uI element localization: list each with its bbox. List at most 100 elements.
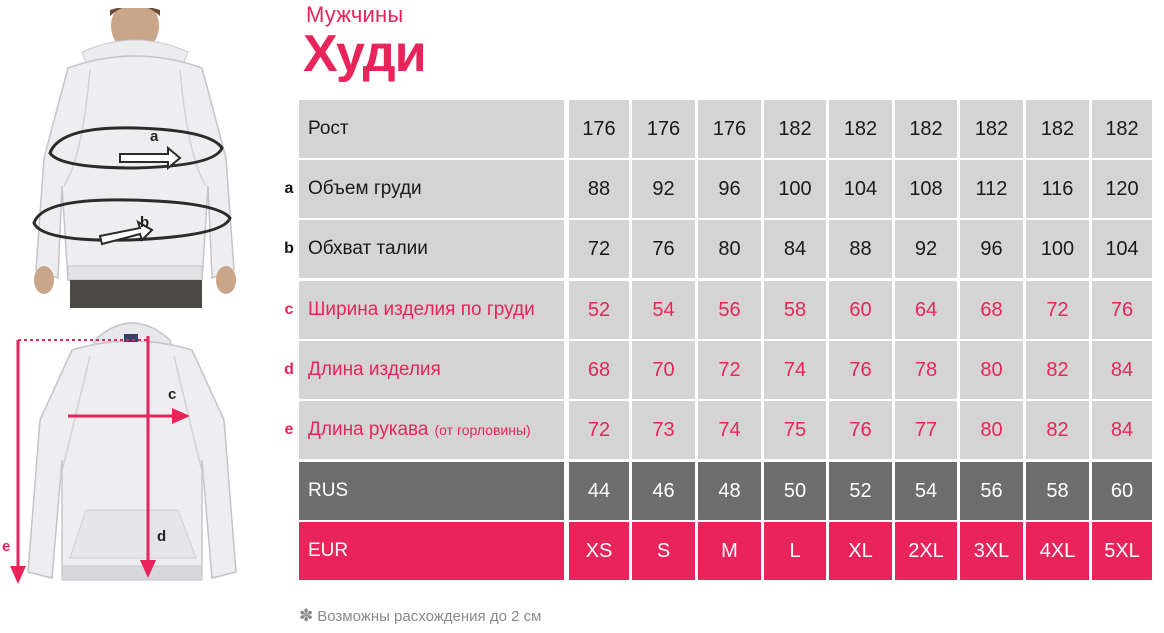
table-cell: 2XL [895, 522, 957, 580]
table-cell: 73 [632, 401, 695, 459]
table-cell: 104 [1092, 220, 1152, 278]
table-cell: 176 [698, 100, 761, 158]
table-cell: 88 [569, 160, 629, 218]
table-cell: XL [829, 522, 892, 580]
row-label-cell: RUS [299, 462, 564, 520]
row-marker-letter: c [284, 301, 294, 318]
table-cell: 96 [698, 160, 761, 218]
table-cell: 76 [829, 341, 892, 399]
table-cell: 50 [764, 462, 826, 520]
table-cell: 68 [569, 341, 629, 399]
row-label: Длина изделия [308, 359, 441, 380]
row-label: Обхват талии [308, 238, 428, 259]
table-cell: 80 [698, 220, 761, 278]
table-cell: 3XL [960, 522, 1023, 580]
table-cell: S [632, 522, 695, 580]
row-label-note: (от горловины) [434, 422, 531, 438]
table-cell: 84 [764, 220, 826, 278]
table-cell: 80 [960, 401, 1023, 459]
table-cell: 60 [829, 281, 892, 339]
table-cell: 176 [569, 100, 629, 158]
table-cell: 4XL [1026, 522, 1089, 580]
table-cell: 182 [1092, 100, 1152, 158]
row-label-cell: Рост [299, 100, 564, 158]
table-cell: 104 [829, 160, 892, 218]
table-cell: 182 [829, 100, 892, 158]
row-label-cell: Длина рукава (от горловины) [299, 401, 564, 459]
table-cell: 75 [764, 401, 826, 459]
row-label-cell: Объем груди [299, 160, 564, 218]
table-cell: 182 [764, 100, 826, 158]
table-cell: 64 [895, 281, 957, 339]
table-cell: 70 [632, 341, 695, 399]
table-cell: 58 [764, 281, 826, 339]
table-cell: XS [569, 522, 629, 580]
table-cell: 52 [829, 462, 892, 520]
sleeve-measure-label: e [2, 538, 11, 555]
row-label: EUR [308, 540, 349, 561]
page-subtitle: Мужчины [306, 2, 404, 27]
row-label: RUS [308, 480, 349, 501]
model-hoodie-image [32, 0, 236, 308]
footnote-text: Возможны расхождения до 2 см [317, 608, 542, 625]
table-cell: 112 [960, 160, 1023, 218]
table-cell: 72 [569, 220, 629, 278]
table-cell: 52 [569, 281, 629, 339]
row-marker-letter: d [284, 361, 294, 378]
table-cell: 46 [632, 462, 695, 520]
table-cell: M [698, 522, 761, 580]
table-cell: 182 [1026, 100, 1089, 158]
table-cell: 5XL [1092, 522, 1152, 580]
row-label: Объем груди [308, 178, 422, 199]
table-cell: 76 [1092, 281, 1152, 339]
table-cell: 44 [569, 462, 629, 520]
row-marker-letter: b [284, 240, 294, 257]
length-measure-label: d [157, 528, 167, 545]
footnote: ✽ Возможны расхождения до 2 см [299, 606, 541, 626]
flat-hoodie-illustration: c d e [0, 310, 245, 595]
waist-measure-label: b [140, 214, 150, 231]
table-cell: 76 [632, 220, 695, 278]
table-cell: 80 [960, 341, 1023, 399]
table-cell: 56 [698, 281, 761, 339]
table-cell: 78 [895, 341, 957, 399]
table-cell: 60 [1092, 462, 1152, 520]
table-cell: 92 [895, 220, 957, 278]
table-cell: 108 [895, 160, 957, 218]
table-cell: 72 [1026, 281, 1089, 339]
table-cell: 116 [1026, 160, 1089, 218]
chest-measure-label: a [150, 128, 159, 145]
table-cell: 182 [895, 100, 957, 158]
table-cell: 182 [960, 100, 1023, 158]
table-cell: 77 [895, 401, 957, 459]
row-label: Длина рукава [308, 419, 429, 440]
table-cell: 176 [632, 100, 695, 158]
table-cell: 92 [632, 160, 695, 218]
model-hoodie-illustration: a b [20, 0, 265, 308]
table-cell: 56 [960, 462, 1023, 520]
table-cell: 120 [1092, 160, 1152, 218]
table-cell: 100 [1026, 220, 1089, 278]
row-label-cell: Обхват талии [299, 220, 564, 278]
row-label-cell: Длина изделия [299, 341, 564, 399]
row-label-cell: Ширина изделия по груди [299, 281, 564, 339]
table-cell: L [764, 522, 826, 580]
row-marker-letter: a [284, 180, 294, 197]
table-cell: 72 [569, 401, 629, 459]
table-cell: 58 [1026, 462, 1089, 520]
table-cell: 54 [632, 281, 695, 339]
table-cell: 96 [960, 220, 1023, 278]
table-cell: 74 [764, 341, 826, 399]
row-label-cell: EUR [299, 522, 564, 580]
row-label: Ширина изделия по груди [308, 299, 535, 320]
table-cell: 82 [1026, 341, 1089, 399]
row-label: Рост [308, 118, 349, 139]
flat-hoodie-image [10, 322, 237, 584]
table-cell: 54 [895, 462, 957, 520]
table-cell: 88 [829, 220, 892, 278]
page-title: Худи [303, 25, 427, 83]
width-measure-label: c [168, 386, 177, 403]
table-cell: 72 [698, 341, 761, 399]
row-marker-letter: e [284, 421, 294, 438]
table-cell: 84 [1092, 341, 1152, 399]
